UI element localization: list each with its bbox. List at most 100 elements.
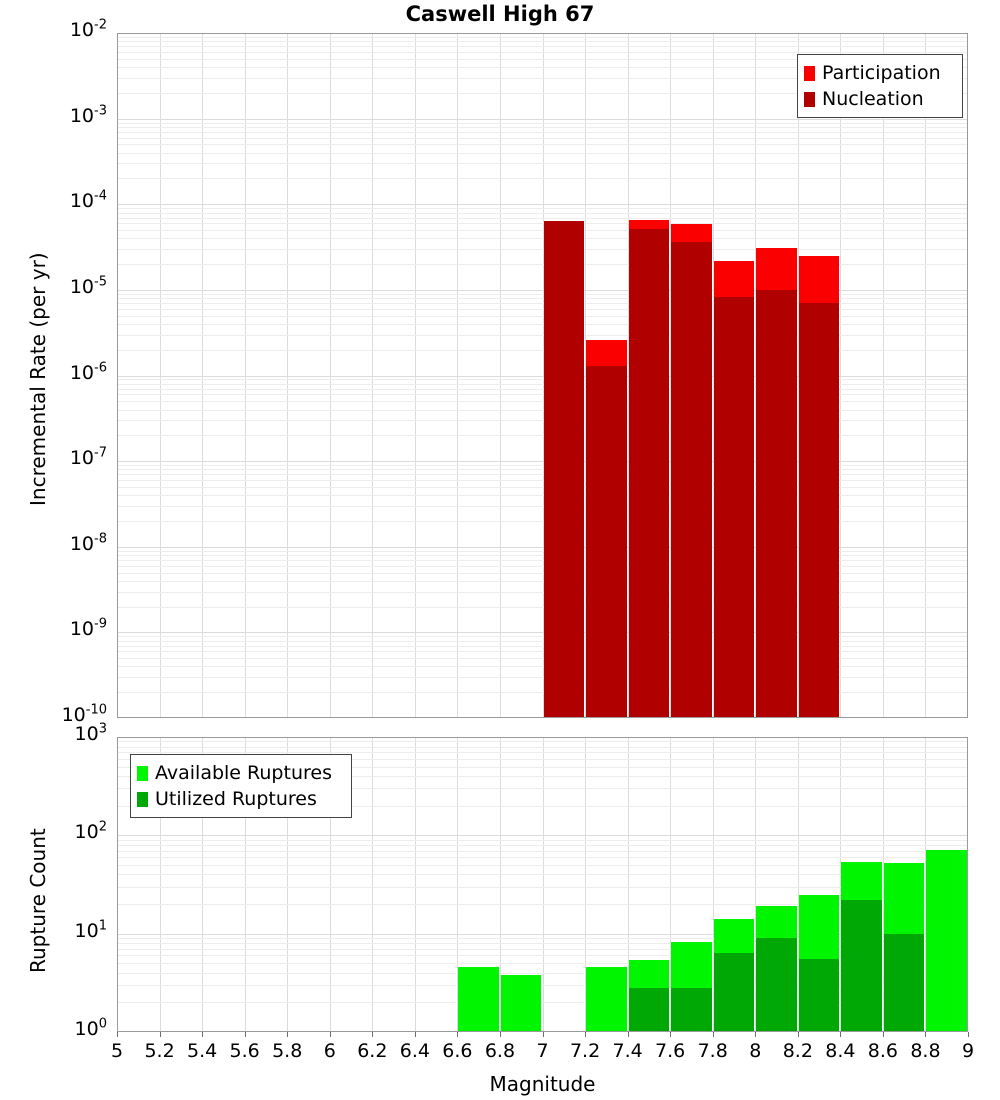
legend-swatch-icon [137, 791, 148, 807]
x-tick-label: 8.2 [782, 1040, 813, 1062]
legend-rupture-count-item[interactable]: Utilized Ruptures [137, 786, 343, 812]
rupture-count-y-tick-label: 102 [74, 820, 107, 844]
gridline-horizontal-major [117, 547, 968, 548]
gridline-horizontal-minor [117, 949, 968, 950]
x-tick-mark [160, 1032, 161, 1037]
x-tick-label: 7.8 [697, 1040, 728, 1062]
gridline-vertical [585, 737, 586, 1032]
gridline-horizontal-minor [117, 741, 968, 742]
gridline-horizontal-minor [117, 435, 968, 436]
gridline-horizontal-major [117, 33, 968, 34]
x-tick-mark [670, 1032, 671, 1037]
gridline-horizontal-minor [117, 316, 968, 317]
gridline-horizontal-minor [117, 887, 968, 888]
legend-incremental-rate-label: Nucleation [822, 87, 924, 110]
gridline-horizontal-minor [117, 636, 968, 637]
legend-incremental-rate-item[interactable]: Nucleation [804, 86, 954, 112]
x-tick-label: 7.4 [612, 1040, 643, 1062]
gridline-vertical [160, 737, 161, 1032]
x-tick-mark [755, 1032, 756, 1037]
bar-nucleation [671, 242, 712, 718]
gridline-horizontal-minor [117, 904, 968, 905]
x-tick-mark [415, 1032, 416, 1037]
rupture-count-y-tick-label: 101 [74, 918, 107, 942]
gridline-vertical [202, 33, 203, 718]
legend-rupture-count-item[interactable]: Available Ruptures [137, 760, 343, 786]
gridline-horizontal-minor [117, 646, 968, 647]
x-tick-label: 6.4 [399, 1040, 430, 1062]
gridline-horizontal-minor [117, 420, 968, 421]
x-tick-label: 5 [110, 1040, 124, 1062]
gridline-horizontal-minor [117, 759, 968, 760]
legend-incremental-rate-item[interactable]: Participation [804, 60, 954, 86]
gridline-horizontal-minor [117, 78, 968, 79]
x-tick-mark [925, 1032, 926, 1037]
gridline-horizontal-minor [117, 469, 968, 470]
x-tick-label: 7.2 [569, 1040, 601, 1062]
gridline-horizontal-minor [117, 178, 968, 179]
gridline-horizontal-minor [117, 874, 968, 875]
gridline-horizontal-minor [117, 394, 968, 395]
gridline-horizontal-minor [117, 943, 968, 944]
gridline-horizontal-minor [117, 985, 968, 986]
bar-available-ruptures [926, 849, 967, 1032]
bar-utilized-ruptures [798, 959, 840, 1032]
legend-incremental-rate[interactable]: Participation Nucleation [797, 54, 963, 118]
gridline-horizontal-minor [117, 555, 968, 556]
gridline-horizontal-minor [117, 379, 968, 380]
x-tick-mark [500, 1032, 501, 1037]
gridline-horizontal-minor [117, 955, 968, 956]
gridline-horizontal-minor [117, 938, 968, 939]
gridline-vertical [628, 737, 629, 1032]
x-tick-mark [330, 1032, 331, 1037]
gridline-vertical [372, 737, 373, 1032]
incremental-rate-y-tick-label: 10-4 [69, 188, 107, 213]
rupture-count-y-tick-label: 100 [74, 1016, 107, 1040]
gridline-vertical [755, 33, 756, 718]
gridline-horizontal-major [117, 290, 968, 291]
gridline-horizontal-minor [117, 747, 968, 748]
gridline-horizontal-minor [117, 480, 968, 481]
legend-rupture-count[interactable]: Available Ruptures Utilized Ruptures [130, 754, 352, 818]
x-tick-mark [117, 1032, 118, 1037]
gridline-horizontal-minor [117, 52, 968, 53]
gridline-vertical [925, 33, 926, 718]
gridline-horizontal-minor [117, 581, 968, 582]
gridline-horizontal-minor [117, 144, 968, 145]
incremental-rate-y-tick-label: 10-5 [69, 274, 107, 298]
x-axis-label-magnitude: Magnitude [489, 1072, 596, 1096]
gridline-horizontal-minor [117, 238, 968, 239]
gridline-horizontal-minor [117, 521, 968, 522]
gridline-horizontal-minor [117, 607, 968, 608]
x-tick-mark [713, 1032, 714, 1037]
x-tick-mark [372, 1032, 373, 1037]
x-tick-mark [628, 1032, 629, 1037]
gridline-vertical [160, 33, 161, 718]
gridline-horizontal-minor [117, 573, 968, 574]
gridline-horizontal-minor [117, 767, 968, 768]
legend-swatch-icon [137, 765, 148, 781]
gridline-horizontal-minor [117, 132, 968, 133]
gridline-horizontal-minor [117, 67, 968, 68]
gridline-vertical [840, 737, 841, 1032]
gridline-horizontal-minor [117, 857, 968, 858]
gridline-horizontal-minor [117, 474, 968, 475]
gridline-horizontal-major [117, 632, 968, 633]
gridline-vertical [670, 737, 671, 1032]
x-tick-label: 6.2 [357, 1040, 388, 1062]
gridline-horizontal-minor [117, 294, 968, 295]
bar-nucleation [798, 303, 840, 718]
legend-swatch-icon [804, 91, 815, 107]
gridline-horizontal-major [117, 461, 968, 462]
gridline-horizontal-minor [117, 208, 968, 209]
x-tick-mark [287, 1032, 288, 1037]
x-tick-mark [968, 1032, 969, 1037]
gridline-horizontal-minor [117, 37, 968, 38]
incremental-rate-y-tick-label: 10-9 [69, 617, 107, 641]
bar-utilized-ruptures [756, 938, 797, 1032]
gridline-horizontal-minor [117, 223, 968, 224]
gridline-vertical [202, 737, 203, 1032]
gridline-vertical [883, 33, 884, 718]
gridline-horizontal-minor [117, 845, 968, 846]
gridline-vertical [755, 737, 756, 1032]
